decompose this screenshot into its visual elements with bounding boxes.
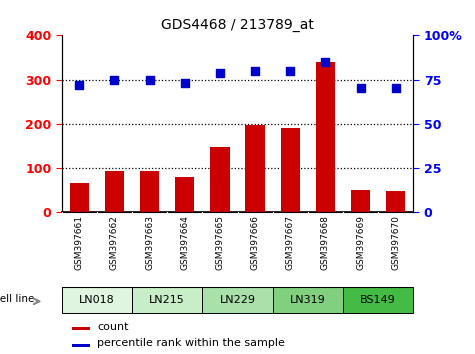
Bar bbox=[202, 287, 273, 313]
Bar bbox=[105, 171, 124, 212]
Text: BS149: BS149 bbox=[360, 295, 396, 305]
Bar bbox=[140, 171, 159, 212]
Point bbox=[251, 68, 259, 74]
Bar bbox=[273, 287, 343, 313]
Title: GDS4468 / 213789_at: GDS4468 / 213789_at bbox=[161, 18, 314, 32]
Text: GSM397661: GSM397661 bbox=[75, 215, 84, 270]
Text: GSM397668: GSM397668 bbox=[321, 215, 330, 270]
Point bbox=[181, 80, 189, 86]
Text: count: count bbox=[97, 322, 128, 332]
Text: GSM397665: GSM397665 bbox=[216, 215, 224, 270]
Text: GSM397664: GSM397664 bbox=[180, 215, 189, 269]
Bar bbox=[175, 177, 194, 212]
Bar bbox=[70, 183, 89, 212]
Bar bbox=[62, 287, 132, 313]
Bar bbox=[386, 191, 405, 212]
Bar bbox=[132, 287, 202, 313]
Text: GSM397662: GSM397662 bbox=[110, 215, 119, 269]
Bar bbox=[210, 147, 229, 212]
Point bbox=[322, 59, 329, 65]
Point bbox=[76, 82, 83, 88]
Text: LN229: LN229 bbox=[219, 295, 256, 305]
Point bbox=[357, 86, 364, 91]
Text: GSM397667: GSM397667 bbox=[286, 215, 294, 270]
Text: GSM397670: GSM397670 bbox=[391, 215, 400, 270]
Bar bbox=[72, 327, 90, 330]
Bar bbox=[343, 287, 413, 313]
Bar bbox=[351, 190, 370, 212]
Text: GSM397669: GSM397669 bbox=[356, 215, 365, 270]
Text: GSM397666: GSM397666 bbox=[251, 215, 259, 270]
Text: percentile rank within the sample: percentile rank within the sample bbox=[97, 338, 285, 348]
Text: GSM397663: GSM397663 bbox=[145, 215, 154, 270]
Text: LN215: LN215 bbox=[149, 295, 185, 305]
Bar bbox=[316, 62, 335, 212]
Point bbox=[216, 70, 224, 75]
Text: LN018: LN018 bbox=[79, 295, 115, 305]
Point bbox=[392, 86, 399, 91]
Bar bbox=[281, 128, 300, 212]
Point bbox=[111, 77, 118, 82]
Point bbox=[146, 77, 153, 82]
Bar bbox=[246, 125, 265, 212]
Point bbox=[286, 68, 294, 74]
Text: LN319: LN319 bbox=[290, 295, 326, 305]
Bar bbox=[72, 344, 90, 347]
Text: cell line: cell line bbox=[0, 294, 34, 304]
